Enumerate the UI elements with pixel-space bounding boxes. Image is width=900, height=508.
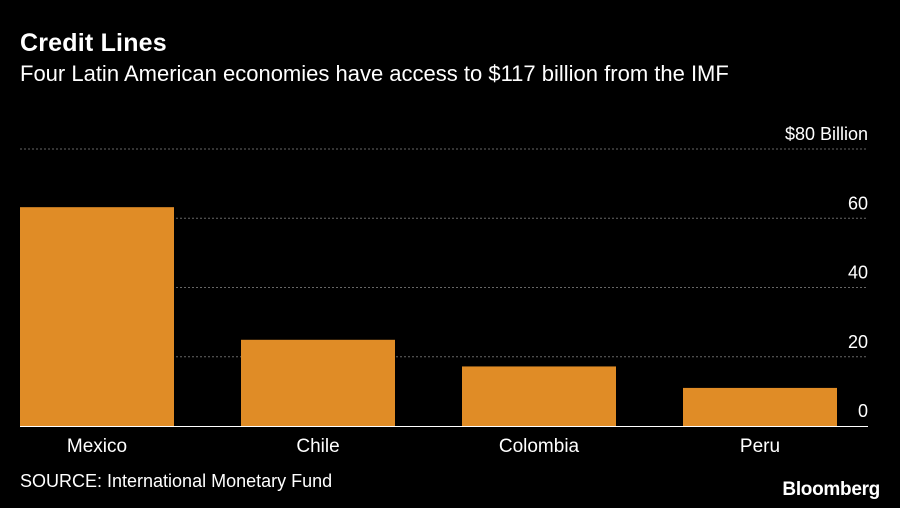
y-tick-label: 0 <box>858 401 868 421</box>
chart-subtitle: Four Latin American economies have acces… <box>20 61 729 86</box>
x-category-label: Peru <box>740 436 780 457</box>
y-tick-label: 60 <box>848 193 868 213</box>
bar-colombia <box>462 366 616 426</box>
labels: 0 20 40 60 $80 Billion Mexico Chile Colombia Per… <box>67 124 868 457</box>
y-tick-label: 20 <box>848 332 868 352</box>
x-category-label: Mexico <box>67 436 127 457</box>
source-note: SOURCE: International Monetary Fund <box>20 471 333 491</box>
x-category-label: Colombia <box>499 436 580 457</box>
bar-chile <box>241 339 395 426</box>
bar-mexico <box>20 207 174 426</box>
chart-title: Credit Lines <box>20 29 167 57</box>
y-tick-label: 40 <box>848 263 868 283</box>
x-category-label: Chile <box>296 436 339 457</box>
bars <box>20 207 837 426</box>
y-tick-label: $80 Billion <box>785 124 868 144</box>
bloomberg-logo: Bloomberg <box>782 479 880 500</box>
bar-peru <box>683 387 837 426</box>
